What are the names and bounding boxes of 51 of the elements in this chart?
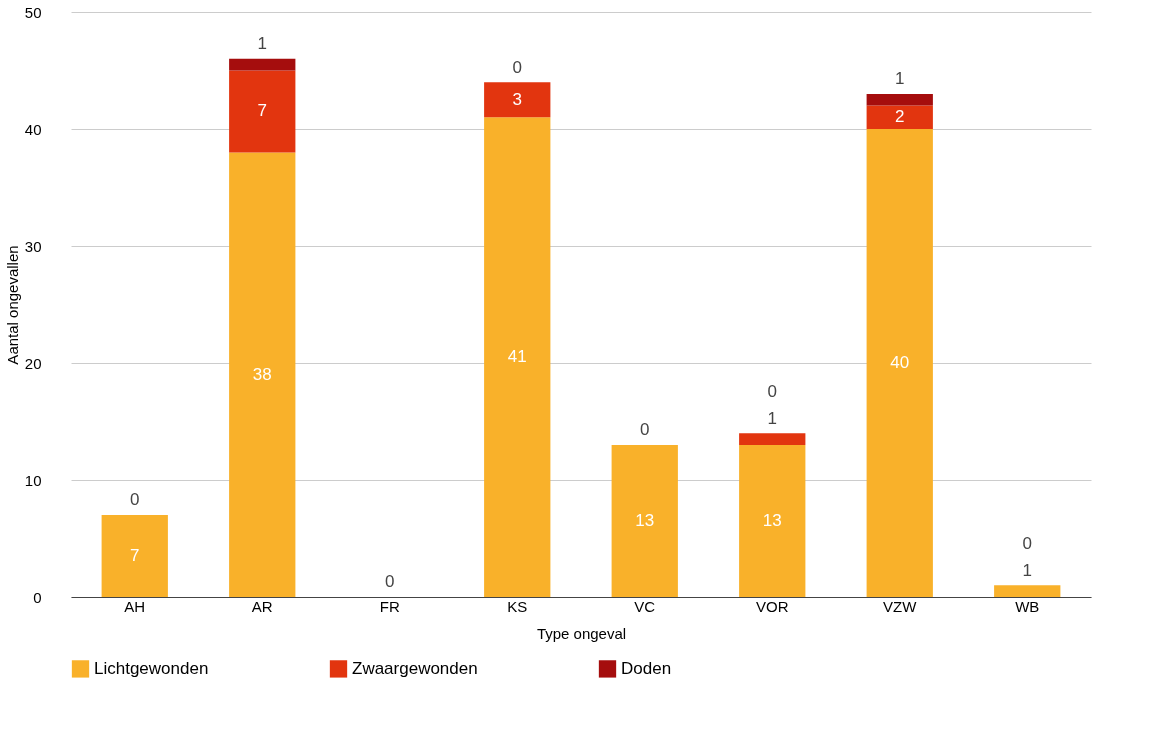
x-tick-label: VOR	[755, 597, 789, 615]
bar	[229, 70, 296, 153]
bar	[994, 585, 1061, 597]
data-label: 7	[257, 101, 267, 121]
y-tick-label: 20	[24, 354, 42, 372]
y-tick-label: 0	[33, 588, 42, 606]
x-axis-title: Type ongeval	[536, 624, 627, 642]
data-label: 0	[1022, 534, 1032, 554]
bar	[229, 152, 296, 597]
data-label: 41	[507, 347, 527, 367]
bar	[866, 93, 933, 106]
data-label: 7	[130, 546, 140, 566]
bar	[229, 58, 296, 71]
data-label: 0	[640, 420, 650, 440]
bar	[866, 129, 933, 597]
bar	[484, 82, 551, 118]
legend-label: Doden	[621, 658, 672, 678]
data-label: 13	[762, 510, 782, 530]
x-tick-label: AR	[251, 597, 273, 615]
x-tick-label: AH	[124, 597, 146, 615]
data-label: 1	[257, 34, 267, 54]
data-label: 0	[767, 382, 777, 402]
bar	[101, 515, 168, 597]
bar	[484, 117, 551, 597]
y-tick-label: 40	[24, 120, 42, 138]
bar	[611, 444, 678, 597]
x-tick-label: WB	[1015, 597, 1040, 615]
data-label: 40	[890, 353, 910, 372]
bar	[739, 433, 806, 445]
data-label: 0	[130, 490, 140, 510]
x-tick-label: FR	[379, 597, 400, 615]
data-label: 0	[385, 572, 395, 592]
data-label: 1	[767, 408, 777, 428]
data-label: 1	[1022, 560, 1032, 580]
x-tick-label: KS	[507, 597, 528, 615]
bar	[866, 105, 933, 129]
bar	[739, 444, 806, 597]
data-label: 38	[252, 364, 272, 384]
data-label: 2	[895, 107, 905, 127]
x-tick-label: VZW	[883, 597, 918, 615]
data-label: 0	[512, 57, 522, 77]
legend-label: Lichtgewonden	[94, 658, 209, 678]
y-tick-label: 30	[24, 237, 42, 255]
y-tick-label: 10	[24, 471, 42, 489]
data-label: 1	[895, 69, 905, 89]
data-label: 3	[512, 89, 522, 109]
data-label: 13	[635, 510, 655, 530]
legend-label: Zwaargewonden	[352, 658, 478, 678]
x-tick-label: VC	[634, 597, 656, 615]
y-tick-label: 50	[24, 3, 42, 21]
y-axis-title: Aantal ongevallen	[3, 245, 21, 365]
